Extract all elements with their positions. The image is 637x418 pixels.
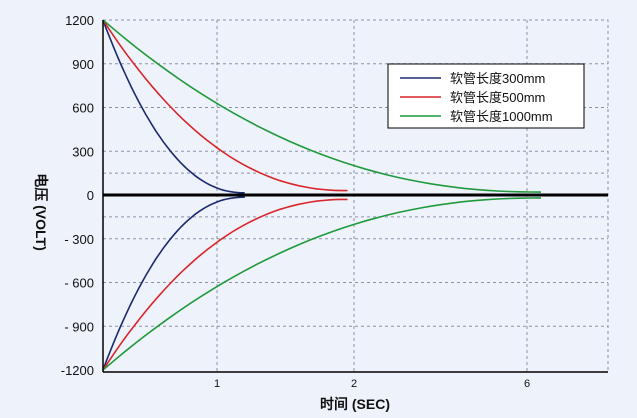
y-tick-label: - 600	[64, 276, 94, 291]
y-tick-label: 900	[72, 57, 94, 72]
x-tick-label: 2	[351, 378, 357, 390]
series-curve-lower	[102, 196, 245, 371]
series-curve-upper	[102, 19, 542, 193]
y-tick-label: 600	[72, 101, 94, 116]
series-curve-upper	[102, 19, 245, 194]
legend-label: 软管长度1000mm	[450, 109, 553, 124]
x-tick-labels: 1 2 6	[214, 378, 530, 390]
x-axis-label: 时间 (SEC)	[320, 396, 390, 412]
legend-label: 软管长度500mm	[450, 90, 545, 105]
y-tick-label: - 900	[64, 319, 94, 334]
series-curve-lower	[102, 197, 542, 371]
y-tick-label: - 300	[64, 232, 94, 247]
y-tick-labels: 1200 900 600 300 0 - 300 - 600 - 900 -1200	[61, 13, 94, 378]
y-tick-label: 0	[87, 188, 94, 203]
x-tick-label: 6	[524, 378, 530, 390]
x-tick-label: 1	[214, 378, 220, 390]
y-tick-label: 1200	[65, 13, 94, 28]
legend-items: 软管长度300mm 软管长度500mm 软管长度1000mm	[400, 71, 553, 124]
y-tick-label: -1200	[61, 363, 94, 378]
series-curve-upper	[102, 19, 348, 192]
series-curve-lower	[102, 198, 348, 371]
series-curves	[102, 19, 542, 371]
legend-label: 软管长度300mm	[450, 71, 545, 86]
legend: 软管长度300mm 软管长度500mm 软管长度1000mm	[387, 63, 585, 129]
legend-box	[387, 63, 585, 129]
y-tick-label: 300	[72, 144, 94, 159]
y-axis-label: 电压 (VOLT)	[33, 173, 49, 251]
